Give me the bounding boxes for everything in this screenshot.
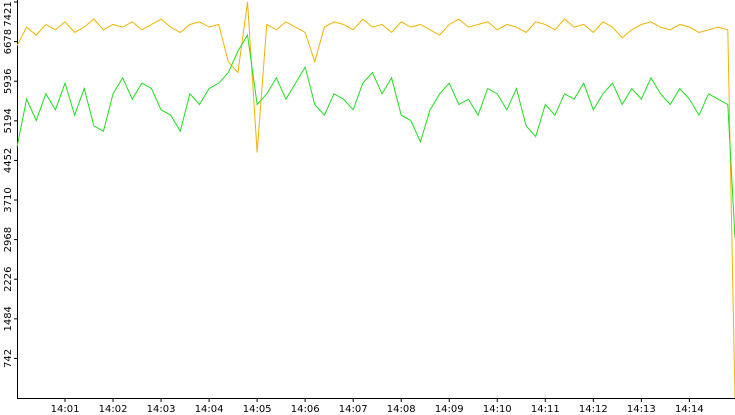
- x-tick-label: 14:06: [291, 404, 320, 415]
- x-tick-label: 14:02: [99, 404, 128, 415]
- x-tick-label: 14:11: [531, 404, 560, 415]
- y-tick-label: 742: [3, 349, 14, 368]
- x-tick-label: 14:03: [147, 404, 176, 415]
- y-tick-label: 6678: [3, 29, 14, 54]
- y-tick-label: 2968: [3, 227, 14, 252]
- y-tick-label: 2226: [3, 266, 14, 291]
- x-tick-label: 14:09: [435, 404, 464, 415]
- y-tick-label: 1484: [3, 306, 14, 331]
- y-tick-label: 5194: [3, 108, 14, 133]
- y-tick-label: 4452: [3, 148, 14, 173]
- y-tick-label: 5936: [3, 69, 14, 94]
- x-tick-label: 14:12: [579, 404, 608, 415]
- series-line: [16, 33, 735, 238]
- series-line: [16, 1, 735, 399]
- x-tick-label: 14:04: [195, 404, 224, 415]
- y-tick-label: 3710: [3, 187, 14, 212]
- x-tick-label: 14:05: [243, 404, 272, 415]
- x-tick-label: 14:07: [339, 404, 368, 415]
- x-tick-label: 14:14: [675, 404, 704, 415]
- x-tick-label: 14:13: [627, 404, 656, 415]
- x-tick-label: 14:10: [483, 404, 512, 415]
- y-tick-label: 7421: [3, 1, 14, 26]
- x-tick-label: 14:08: [387, 404, 416, 415]
- x-tick-label: 14:01: [51, 404, 80, 415]
